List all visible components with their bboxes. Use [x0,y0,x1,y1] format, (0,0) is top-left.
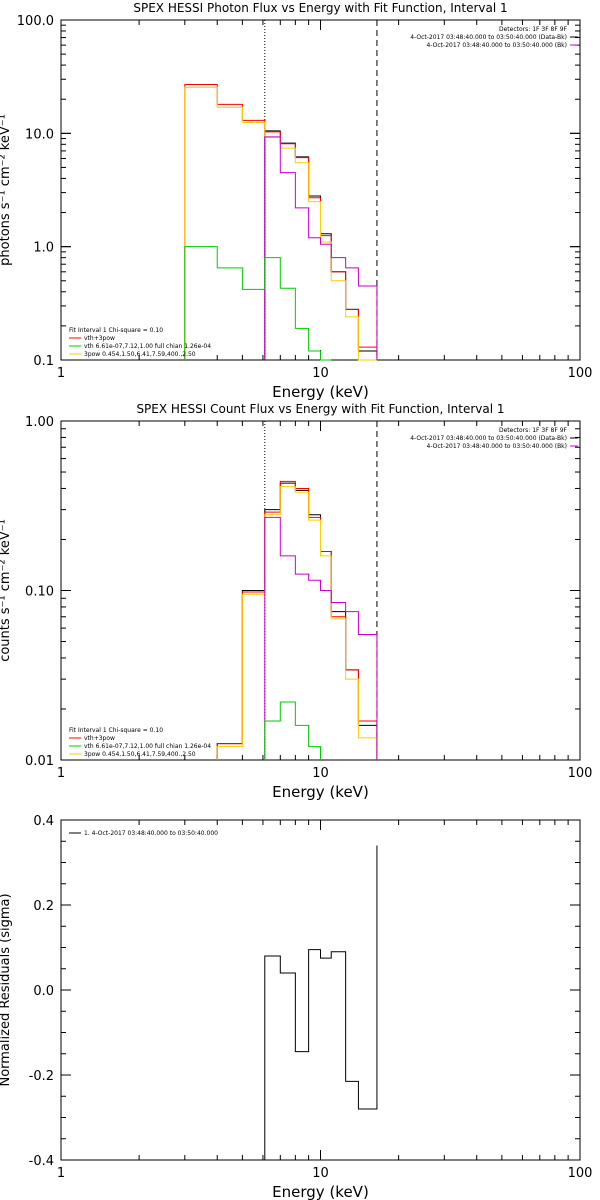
series-3-histogram [264,136,378,360]
series-4-histogram [184,246,332,361]
x-tick-label: 1 [57,366,65,381]
legend-text: 1. 4-Oct-2017 03:48:40.000 to 03:50:40.0… [84,830,218,837]
y-axis-label: counts s⁻¹ cm⁻² keV⁻¹ [0,519,13,662]
legend-text: Fit Interval 1 Chi-square = 0.10 [69,727,163,734]
photon-flux-panel: SPEX HESSI Photon Flux vs Energy with Fi… [0,1,592,401]
x-tick-label: 10 [312,1166,329,1181]
y-tick-label: 1.0 [33,241,54,256]
y-tick-label: 1.00 [25,415,54,430]
x-tick-label: 100 [568,366,593,381]
x-axis-label: Energy (keV) [272,1183,369,1200]
x-axis-label: Energy (keV) [272,383,369,401]
legend-text: 4-Oct-2017 03:48:40.000 to 03:50:40.000 … [410,34,567,41]
series-1-histogram [216,480,378,760]
legend-text: vth+3pow [84,335,115,342]
plot-frame [60,19,581,361]
x-axis-label: Energy (keV) [272,783,369,801]
y-tick-label: 100.0 [17,14,54,29]
series-0-histogram [264,130,378,360]
y-tick-label: 0.10 [25,585,54,600]
y-tick-label: 10.0 [25,127,54,142]
legend-text: 4-Oct-2017 03:48:40.000 to 03:50:40.000 … [410,435,567,442]
x-tick-label: 1 [57,1166,65,1181]
series-2-histogram [184,86,377,361]
x-tick-label: 100 [568,1166,593,1181]
y-tick-label: -0.2 [29,1069,54,1084]
y-tick-label: 0.4 [33,814,54,829]
series-3-histogram [264,516,378,760]
legend-text: 3pow 0.454,1.50,6.41,7.59,400.,2.50 [84,351,196,358]
legend-text: vth+3pow [84,735,115,742]
chart-title: SPEX HESSI Count Flux vs Energy with Fit… [136,402,504,416]
y-tick-label: 0.1 [33,354,54,369]
legend-text: vth 6.61e-07,7.12,1.00 full chian 1.26e-… [84,343,211,350]
y-tick-label: 0.2 [33,899,54,914]
x-tick-label: 1 [57,766,65,781]
y-axis-label: Normalized Residuals (sigma) [0,893,13,1086]
legend-text: Detectors: 1F 3F 8F 9F [499,427,568,434]
y-tick-label: -0.4 [29,1154,54,1169]
legend-text: 3pow 0.454,1.50,6.41,7.59,400.,2.50 [84,751,196,758]
chart-title: SPEX HESSI Photon Flux vs Energy with Fi… [133,1,507,15]
y-tick-label: 0.0 [33,984,54,999]
legend-text: Detectors: 1F 3F 8F 9F [499,26,568,33]
x-tick-label: 10 [312,766,329,781]
plot-frame [60,819,581,1161]
y-axis-label: photons s⁻¹ cm⁻² keV⁻¹ [0,114,13,266]
legend-text: 4-Oct-2017 03:48:40.000 to 03:50:40.000 … [427,443,568,450]
legend-text: 4-Oct-2017 03:48:40.000 to 03:50:40.000 … [427,42,568,49]
x-tick-label: 100 [568,766,593,781]
series-4-histogram [264,701,321,760]
legend-text: Fit Interval 1 Chi-square = 0.10 [69,327,163,334]
series-1-histogram [184,83,378,360]
series-0-histogram [264,845,378,1160]
count-flux-panel: SPEX HESSI Count Flux vs Energy with Fit… [0,402,592,801]
series-2-histogram [216,486,378,760]
x-tick-label: 10 [312,366,329,381]
residuals-panel: 1 10 100 Energy (keV) -0.4 -0.2 0.0 0.2 0.4 Norma… [0,814,592,1200]
series-0-histogram [216,482,378,760]
y-tick-label: 0.01 [25,754,54,769]
legend-text: vth 6.61e-07,7.12,1.00 full chian 1.26e-… [84,743,211,750]
